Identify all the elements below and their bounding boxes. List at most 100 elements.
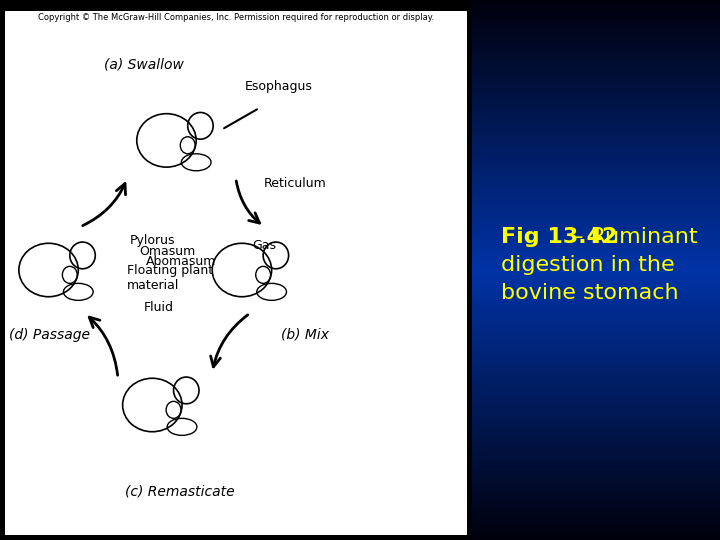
Text: Fluid: Fluid <box>144 301 174 314</box>
Bar <box>472 168 720 171</box>
Bar <box>472 300 720 302</box>
Bar <box>472 373 720 375</box>
Bar <box>472 181 720 184</box>
Bar <box>472 525 720 528</box>
Bar <box>472 312 720 314</box>
Bar <box>472 462 720 464</box>
Bar <box>472 99 720 102</box>
Bar <box>472 91 720 93</box>
Bar <box>472 17 720 19</box>
Bar <box>472 6 720 9</box>
Bar <box>472 359 720 361</box>
Bar <box>472 507 720 508</box>
Text: (a) Swallow: (a) Swallow <box>104 58 184 72</box>
Bar <box>472 82 720 84</box>
Bar <box>472 167 720 168</box>
Bar <box>472 112 720 114</box>
Bar <box>472 38 720 40</box>
Text: Esophagus: Esophagus <box>246 80 313 93</box>
Bar <box>472 390 720 393</box>
Bar <box>472 342 720 344</box>
Bar <box>472 261 720 264</box>
Bar <box>472 171 720 173</box>
Bar <box>472 356 720 359</box>
Bar <box>472 384 720 386</box>
Bar <box>472 308 720 310</box>
Bar <box>472 293 720 295</box>
Bar <box>472 407 720 409</box>
Bar <box>472 154 720 156</box>
Bar <box>472 420 720 422</box>
Bar <box>472 28 720 30</box>
Bar <box>472 496 720 498</box>
Bar <box>472 289 720 291</box>
Bar <box>472 105 720 107</box>
Bar <box>472 57 720 59</box>
Bar <box>472 25 720 28</box>
Bar <box>472 435 720 437</box>
Bar <box>472 438 720 441</box>
Bar <box>472 196 720 198</box>
Bar <box>472 433 720 435</box>
Bar <box>472 139 720 141</box>
Bar <box>472 192 720 194</box>
Bar <box>472 348 720 350</box>
FancyArrowPatch shape <box>236 181 259 223</box>
Bar <box>472 472 720 475</box>
Bar <box>472 422 720 424</box>
Bar <box>472 219 720 221</box>
Bar <box>472 258 720 259</box>
Bar <box>472 190 720 192</box>
Bar <box>472 202 720 205</box>
Bar <box>472 253 720 255</box>
Bar <box>472 365 720 367</box>
Bar <box>472 489 720 491</box>
Bar <box>472 249 720 251</box>
Bar <box>472 255 720 258</box>
Bar <box>472 325 720 327</box>
Bar <box>472 49 720 51</box>
Bar <box>472 281 720 282</box>
Bar <box>472 363 720 365</box>
Bar <box>472 97 720 99</box>
Bar <box>472 451 720 454</box>
Bar <box>472 409 720 411</box>
Bar <box>472 536 720 538</box>
Bar <box>472 367 720 369</box>
Bar <box>472 237 720 238</box>
Bar <box>472 443 720 445</box>
Bar <box>472 120 720 123</box>
Bar <box>472 394 720 396</box>
Bar <box>472 95 720 97</box>
Bar <box>472 4 720 6</box>
Bar <box>472 340 720 342</box>
Bar <box>472 323 720 325</box>
Bar <box>472 2 720 4</box>
Bar <box>472 126 720 129</box>
Bar <box>472 481 720 483</box>
Bar <box>472 475 720 477</box>
Text: Abomasum: Abomasum <box>146 255 217 268</box>
Bar <box>472 163 720 165</box>
Bar <box>472 146 720 147</box>
Bar <box>472 44 720 46</box>
Bar <box>472 437 720 438</box>
Bar <box>472 165 720 167</box>
Bar <box>472 234 720 237</box>
Bar <box>472 510 720 512</box>
Text: Gas: Gas <box>252 239 276 252</box>
Bar <box>472 114 720 116</box>
Bar <box>472 352 720 354</box>
Bar <box>472 207 720 209</box>
Bar <box>472 458 720 460</box>
Bar <box>472 175 720 177</box>
Bar <box>472 11 720 12</box>
Bar <box>472 508 720 510</box>
Text: (b) Mix: (b) Mix <box>281 328 328 342</box>
Bar <box>472 477 720 479</box>
Bar <box>472 80 720 82</box>
Bar <box>472 344 720 346</box>
Bar <box>472 272 720 274</box>
Bar <box>472 137 720 139</box>
Bar <box>472 107 720 110</box>
